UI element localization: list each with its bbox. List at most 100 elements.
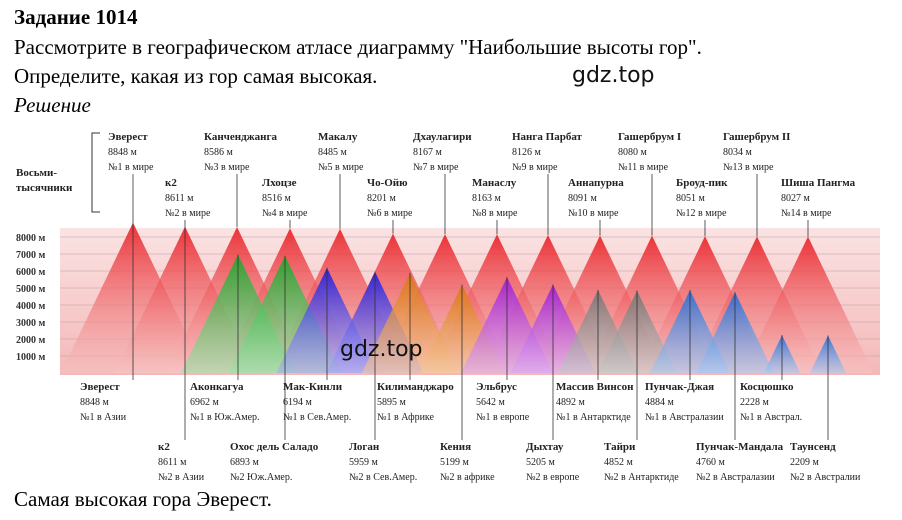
peak-rank: №8 в мире bbox=[472, 208, 518, 219]
peak-height: 5205 м bbox=[526, 457, 556, 468]
peak-rank: №11 в мире bbox=[618, 162, 669, 173]
peak-height: 8167 м bbox=[413, 147, 443, 158]
peak-name: Дхаулагири bbox=[413, 131, 472, 143]
peak-rank: №1 в европе bbox=[476, 412, 530, 423]
peak-height: 8034 м bbox=[723, 147, 753, 158]
peak-height: 8027 м bbox=[781, 193, 811, 204]
peak-name: Тайри bbox=[604, 441, 636, 453]
peak-height: 5959 м bbox=[349, 457, 379, 468]
peak-name: Шиша Пангма bbox=[781, 177, 856, 189]
peak-rank: №1 в Сев.Амер. bbox=[283, 412, 351, 423]
peak-rank: №2 в Австралазии bbox=[696, 472, 775, 483]
peak-name: Косцюшко bbox=[740, 381, 794, 393]
peak-rank: №3 в мире bbox=[204, 162, 250, 173]
peak-rank: №7 в мире bbox=[413, 162, 459, 173]
peak-name: Кения bbox=[440, 441, 471, 453]
peak-name: Нанга Парбат bbox=[512, 131, 583, 143]
peak-rank: №2 Юж.Амер. bbox=[230, 472, 292, 483]
peak-name: Эверест bbox=[108, 131, 148, 143]
peak-rank: №2 в Австралии bbox=[790, 472, 861, 483]
watermark: gdz.top bbox=[340, 337, 423, 362]
peak-name: Чо-Ойю bbox=[367, 177, 408, 189]
peak-rank: №2 в Азии bbox=[158, 472, 205, 483]
peak-height: 8163 м bbox=[472, 193, 502, 204]
peak-name: Гашербрум II bbox=[723, 131, 790, 143]
scale-label: 7000 м bbox=[16, 250, 46, 261]
peak-name: Аннапурна bbox=[568, 177, 624, 189]
task-line: Определите, какая из гор самая высокая. bbox=[14, 64, 377, 88]
peak-height: 4852 м bbox=[604, 457, 634, 468]
scale-label: 6000 м bbox=[16, 267, 46, 278]
peak-name: Эльбрус bbox=[476, 381, 517, 393]
peak-rank: №2 в африке bbox=[440, 472, 495, 483]
peak-rank: №13 в мире bbox=[723, 162, 774, 173]
scale-label: 4000 м bbox=[16, 301, 46, 312]
answer: Самая высокая гора Эверест. bbox=[14, 487, 272, 511]
task-line: Рассмотрите в географическом атласе диаг… bbox=[14, 35, 702, 59]
peak-rank: №1 в Антарктиде bbox=[556, 412, 631, 423]
peak-height: 8586 м bbox=[204, 147, 234, 158]
peak-rank: №1 в Юж.Амер. bbox=[190, 412, 260, 423]
peak-rank: №1 в Австралазии bbox=[645, 412, 724, 423]
peak-height: 8126 м bbox=[512, 147, 542, 158]
peak-name: Канченджанга bbox=[204, 131, 277, 143]
peak-name: Логан bbox=[349, 441, 380, 453]
peak-height: 6893 м bbox=[230, 457, 260, 468]
peak-height: 6962 м bbox=[190, 397, 220, 408]
peak-height: 4760 м bbox=[696, 457, 726, 468]
peak-name: Дыхтау bbox=[526, 441, 564, 453]
peak-height: 5199 м bbox=[440, 457, 470, 468]
scale-label: 2000 м bbox=[16, 335, 46, 346]
peak-rank: №1 в Австрал. bbox=[740, 412, 802, 423]
peak-rank: №1 в мире bbox=[108, 162, 154, 173]
solution-label: Решение bbox=[13, 93, 91, 117]
peak-name: Броуд-пик bbox=[676, 177, 728, 189]
watermark: gdz.top bbox=[572, 63, 655, 88]
peak-height: 6194 м bbox=[283, 397, 313, 408]
peak-rank: №14 в мире bbox=[781, 208, 832, 219]
peak-height: 5895 м bbox=[377, 397, 407, 408]
peak-height: 8848 м bbox=[108, 147, 138, 158]
peak-rank: №12 в мире bbox=[676, 208, 727, 219]
peak-name: Гашербрум I bbox=[618, 131, 681, 143]
peak-rank: №6 в мире bbox=[367, 208, 413, 219]
peak-name: Аконкагуа bbox=[190, 381, 244, 393]
peak-height: 8091 м bbox=[568, 193, 598, 204]
group-label: тысячники bbox=[16, 182, 73, 194]
scale-label: 3000 м bbox=[16, 318, 46, 329]
peak-rank: №2 в мире bbox=[165, 208, 211, 219]
peak-rank: №1 в Африке bbox=[377, 412, 435, 423]
scale-label: 5000 м bbox=[16, 284, 46, 295]
peak-name: Манаслу bbox=[472, 177, 517, 189]
peak-name: Мак-Кинли bbox=[283, 381, 343, 393]
peak-rank: №2 в европе bbox=[526, 472, 580, 483]
peak-name: Макалу bbox=[318, 131, 358, 143]
peak-height: 8848 м bbox=[80, 397, 110, 408]
peak-name: Пунчак-Мандала bbox=[696, 441, 784, 453]
peak-height: 2228 м bbox=[740, 397, 770, 408]
scale-label: 8000 м bbox=[16, 233, 46, 244]
peak-height: 4884 м bbox=[645, 397, 675, 408]
peak-height: 8485 м bbox=[318, 147, 348, 158]
mountain bbox=[742, 236, 874, 373]
peak-rank: №5 в мире bbox=[318, 162, 364, 173]
peak-height: 5642 м bbox=[476, 397, 506, 408]
peak-name: Килиманджаро bbox=[377, 381, 454, 393]
group-label: Восьми- bbox=[16, 167, 57, 179]
peak-height: 8051 м bbox=[676, 193, 706, 204]
peak-height: 8080 м bbox=[618, 147, 648, 158]
peak-name: Эверест bbox=[80, 381, 120, 393]
peak-name: Таунсенд bbox=[790, 441, 836, 453]
peak-name: Охос дель Саладо bbox=[230, 441, 319, 453]
peak-rank: №1 в Азии bbox=[80, 412, 127, 423]
peak-height: 8611 м bbox=[158, 457, 187, 468]
peak-height: 8516 м bbox=[262, 193, 292, 204]
peak-name: к2 bbox=[165, 177, 177, 189]
peak-height: 8201 м bbox=[367, 193, 397, 204]
peak-rank: №2 в Антарктиде bbox=[604, 472, 679, 483]
bracket bbox=[91, 132, 100, 213]
scale-label: 1000 м bbox=[16, 352, 46, 363]
peak-rank: №9 в мире bbox=[512, 162, 558, 173]
